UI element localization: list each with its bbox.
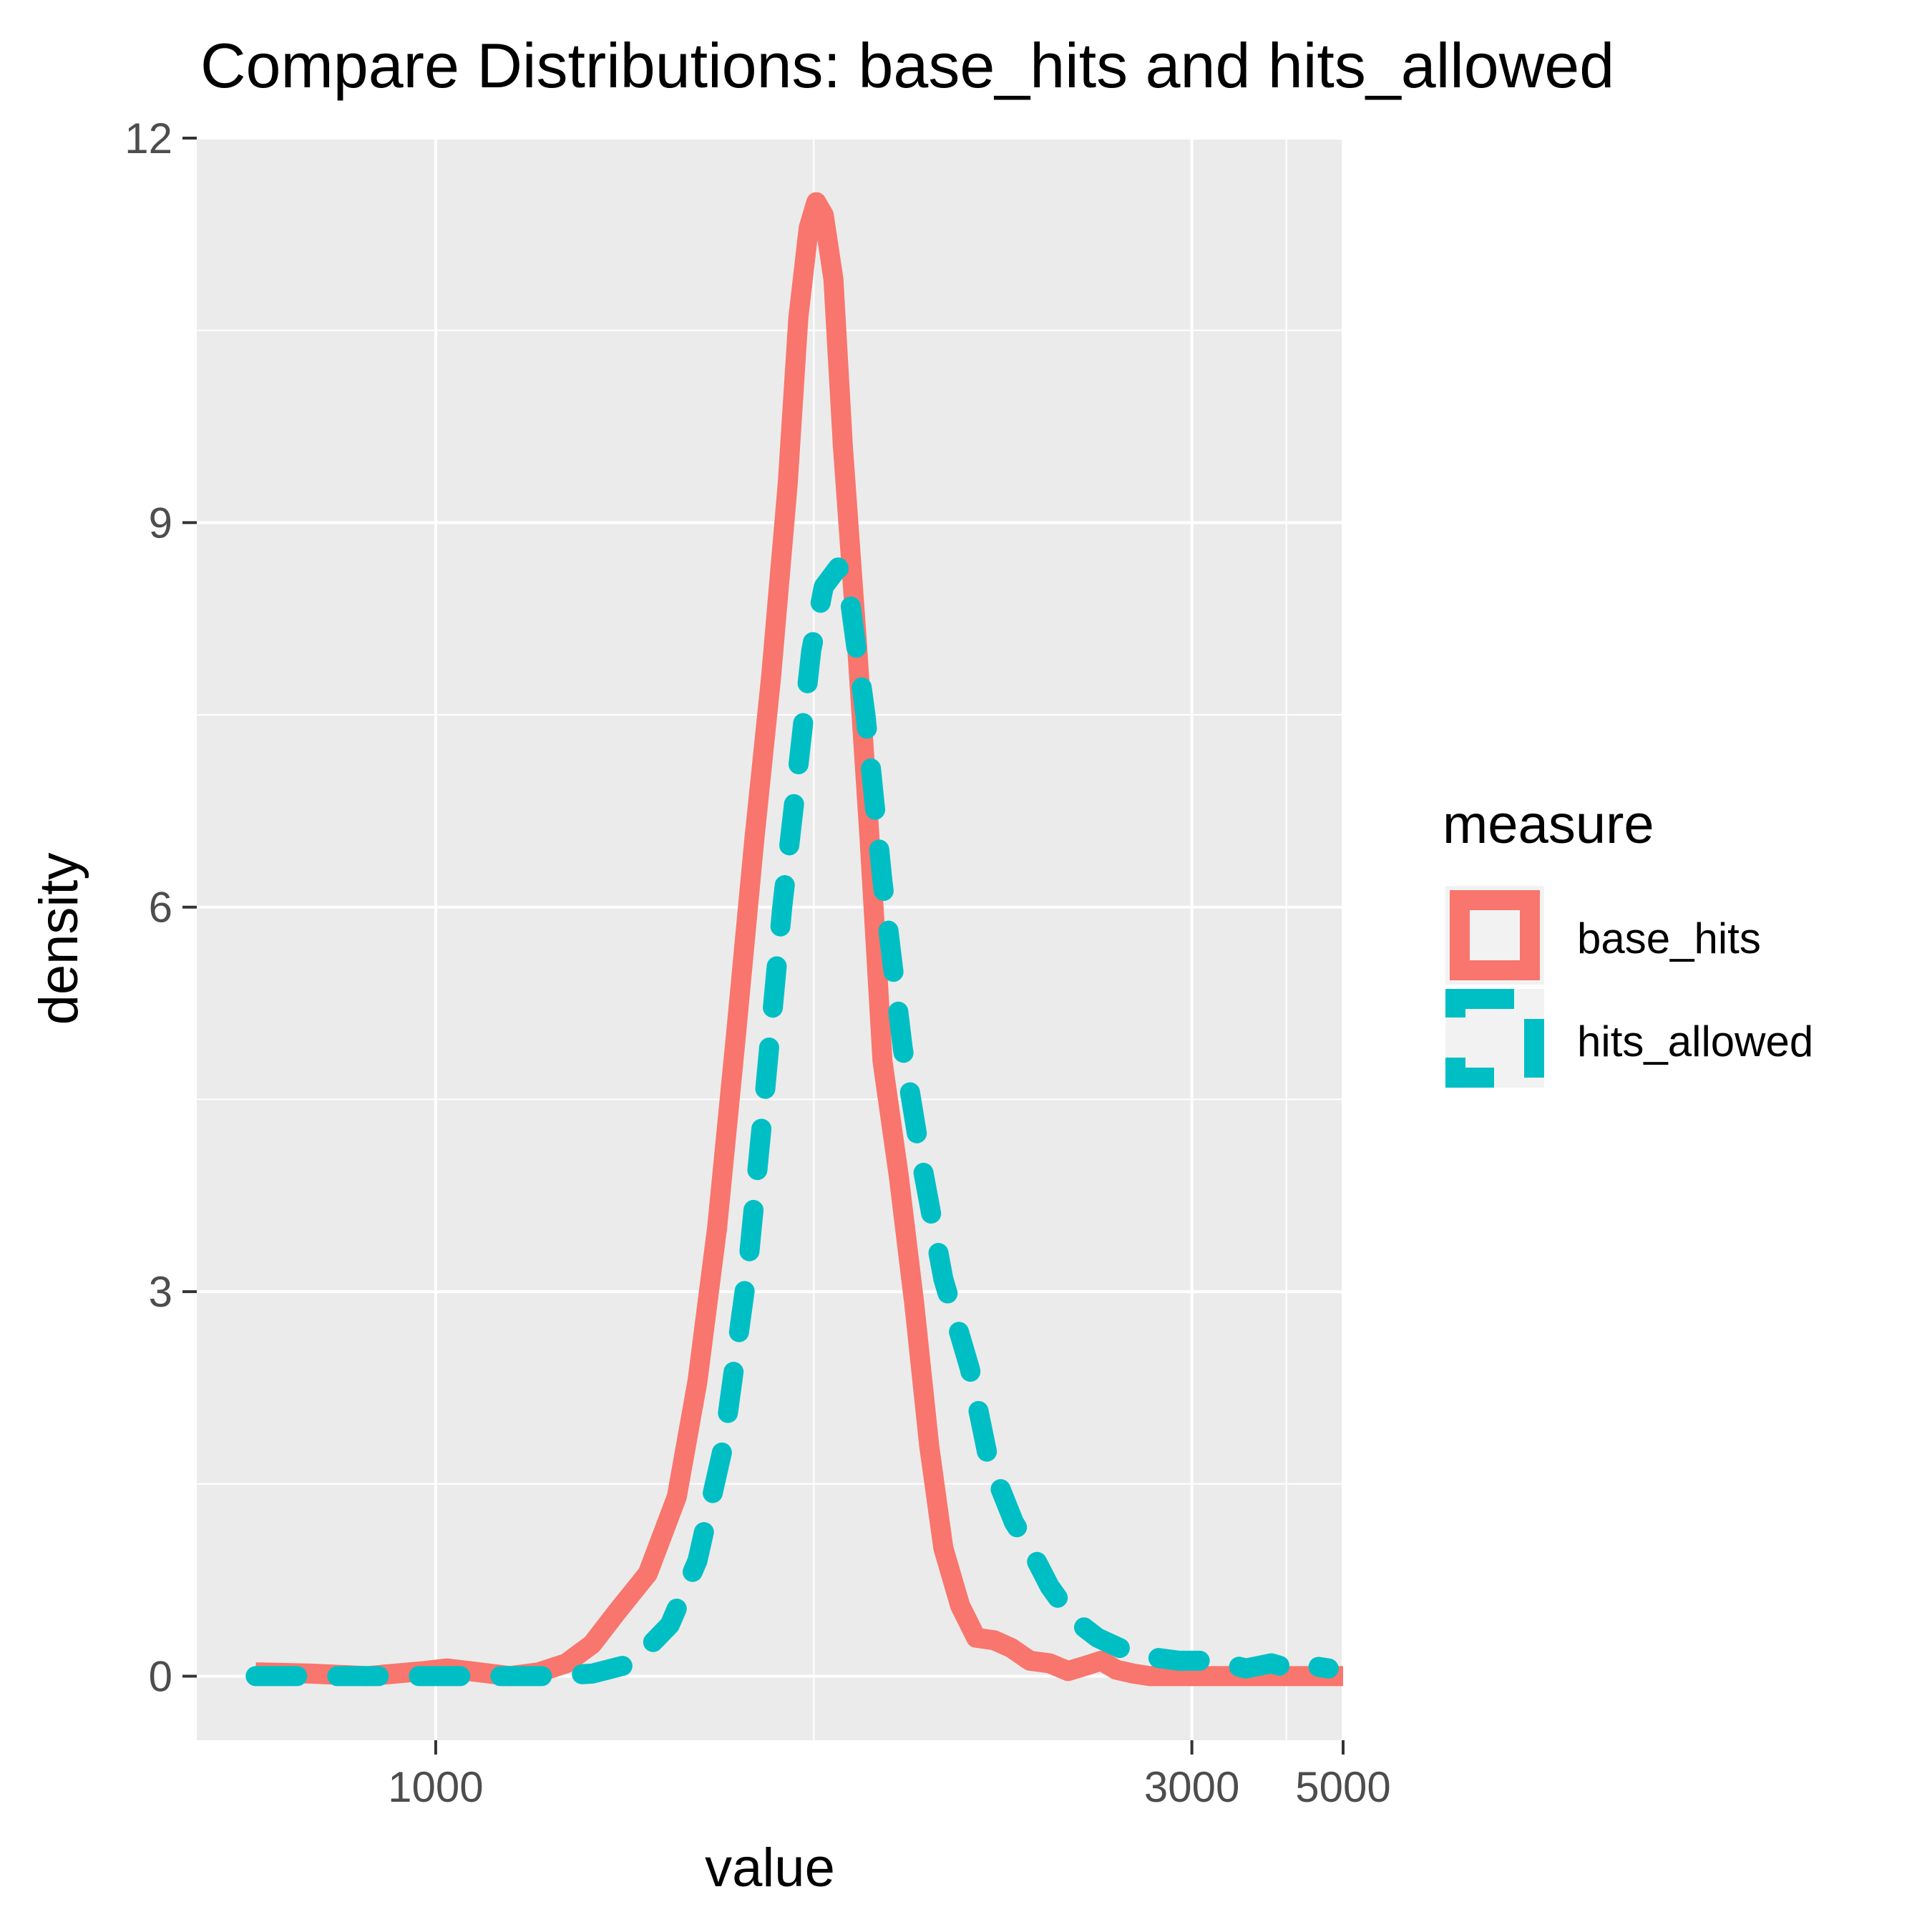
x-tick-label: 3000 [1144, 1763, 1239, 1811]
x-axis: 1000 3000 5000 [388, 1740, 1391, 1811]
y-tick-label: 0 [149, 1652, 172, 1700]
legend-label-hits-allowed: hits_allowed [1577, 1018, 1813, 1065]
legend-label-base-hits: base_hits [1577, 914, 1761, 962]
legend-title: measure [1443, 794, 1654, 855]
legend-item-hits-allowed: hits_allowed [1445, 989, 1813, 1088]
y-tick-label: 12 [125, 114, 172, 162]
x-tick-label: 1000 [388, 1763, 483, 1811]
y-tick-label: 6 [149, 884, 172, 932]
series-line-hits-allowed [245, 557, 1339, 1687]
chart-title: Compare Distributions: base_hits and hit… [200, 30, 1614, 101]
legend-swatch-base-hits [1450, 890, 1540, 980]
y-axis-title: density [29, 853, 89, 1025]
legend: measure base_hits hits_allowed [1443, 794, 1813, 1088]
y-axis: 0 3 6 9 12 [125, 114, 197, 1700]
legend-item-base-hits: base_hits [1445, 886, 1761, 985]
y-tick-label: 9 [149, 499, 172, 547]
legend-swatch-hits-allowed [1445, 989, 1544, 1088]
series-layer [245, 192, 1343, 1687]
panel-background [197, 138, 1343, 1740]
x-tick-label: 5000 [1295, 1763, 1390, 1811]
plot-panel [197, 137, 1345, 1740]
y-tick-label: 3 [149, 1268, 172, 1316]
x-axis-title: value [705, 1838, 835, 1898]
